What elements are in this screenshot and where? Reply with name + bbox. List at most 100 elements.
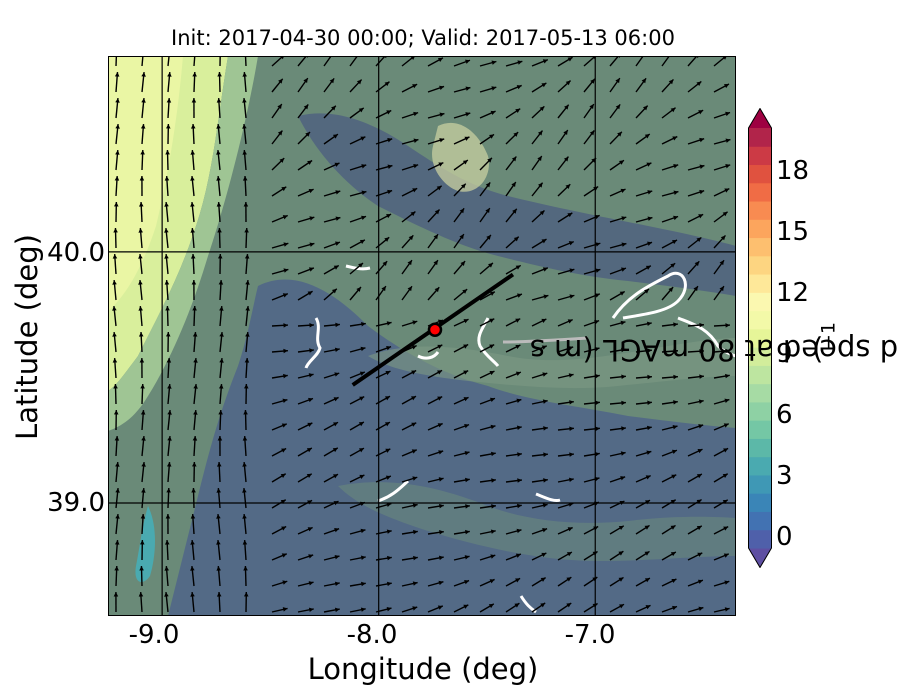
wind-vector-head: [542, 503, 548, 508]
wind-vector-head: [438, 580, 444, 586]
colorbar-cell: [748, 182, 772, 202]
colorbar-tick-label: 9: [776, 339, 793, 369]
wind-vector-head: [245, 332, 250, 337]
wind-vector-head: [595, 451, 600, 457]
wind-vector-head: [141, 462, 146, 467]
wind-vector-head: [620, 451, 626, 456]
wind-vector-head: [244, 254, 250, 259]
wind-vector-head: [138, 254, 143, 259]
wind-vector-head: [647, 216, 653, 221]
wind-vector-head: [167, 384, 172, 389]
colorbar-tick-label: 15: [776, 217, 810, 247]
y-tick-label: 39.0: [47, 488, 105, 518]
wind-vector-head: [216, 150, 221, 155]
wind-vector-head: [309, 242, 315, 247]
wind-vector-head: [164, 228, 169, 233]
wind-vector-head: [516, 293, 522, 298]
wind-vector-head: [670, 263, 676, 268]
wind-vector-head: [242, 176, 248, 181]
wind-vector-head: [463, 397, 469, 402]
wind-vector-head: [595, 268, 601, 273]
wind-vector-head: [515, 553, 521, 558]
wind-vector-head: [515, 265, 521, 270]
wind-vector-head: [567, 527, 573, 532]
wind-vector-head: [541, 239, 547, 244]
wind-vector-head: [193, 384, 198, 389]
wind-vector-head: [386, 606, 392, 612]
wind-vector-head: [329, 78, 335, 84]
wind-vector-head: [216, 592, 222, 597]
wind-vector-head: [112, 358, 118, 363]
wind-vector-head: [594, 346, 600, 352]
wind-vector-head: [216, 514, 221, 519]
wind-vector-head: [646, 425, 652, 431]
wind-vector-head: [621, 374, 626, 380]
wind-vector-head: [386, 214, 392, 219]
wind-vector-head: [358, 448, 364, 453]
gridlines: [108, 56, 736, 616]
wind-vector-head: [165, 150, 170, 155]
wind-vector-head: [305, 131, 311, 137]
wind-vector-head: [464, 423, 470, 429]
colorbar-cell: [748, 219, 772, 239]
wind-vector-head: [437, 605, 443, 610]
wind-vector-head: [485, 208, 490, 214]
wind-vector-head: [670, 499, 676, 504]
wind-vector-head: [724, 373, 730, 379]
wind-vector-head: [722, 211, 728, 217]
wind-vector-head: [516, 503, 522, 509]
wind-vector-head: [618, 160, 624, 165]
colorbar-cell: [748, 128, 772, 147]
wind-vector-head: [166, 98, 172, 103]
wind-vector-head: [303, 104, 309, 110]
wind-vector-head: [434, 209, 440, 215]
wind-vector-head: [563, 130, 568, 136]
wind-vector-head: [595, 242, 601, 247]
wind-vector-head: [334, 581, 340, 587]
wind-vector-head: [720, 235, 726, 241]
wind-vector-head: [112, 332, 117, 337]
wind-vector-head: [641, 78, 647, 84]
wind-vector-head: [282, 398, 288, 404]
wind-vector-head: [696, 525, 702, 531]
wind-vector-head: [697, 449, 703, 454]
wind-vector-head: [166, 124, 171, 129]
wind-vector-head: [386, 581, 392, 587]
colorbar-cell: [748, 401, 772, 421]
wind-vector: [609, 56, 620, 67]
wind-vector-head: [644, 551, 650, 556]
wind-vector-head: [673, 322, 678, 327]
wind-vector-head: [358, 422, 364, 427]
wind-vector-head: [410, 211, 416, 217]
wind-vector-head: [308, 267, 314, 272]
wind-vector-head: [671, 578, 677, 584]
wind-vector-head: [439, 85, 445, 91]
wind-vector-head: [439, 112, 445, 117]
wind-vector-head: [463, 604, 469, 609]
colorbar-outline: [748, 108, 772, 568]
wind-vector-head: [190, 540, 195, 545]
wind-vector-head: [511, 182, 516, 188]
wind-vector-head: [191, 98, 197, 103]
wind-vector-head: [464, 477, 470, 483]
y-tick-label: 40.0: [47, 238, 105, 268]
wind-vector-head: [242, 436, 248, 441]
wind-vector-head: [412, 581, 418, 586]
wind-vector-head: [569, 268, 575, 273]
wind-vector-head: [463, 319, 469, 324]
wind-vector-head: [699, 374, 704, 379]
wind-vector-head: [541, 552, 547, 557]
wind-vector-head: [514, 603, 520, 608]
x-tick-label: -9.0: [128, 620, 180, 650]
wind-vector-head: [283, 268, 289, 273]
wind-vector-head: [112, 306, 117, 311]
wind-vector-head: [516, 425, 522, 431]
wind-vector-head: [115, 514, 120, 519]
wind-vector-head: [244, 358, 250, 363]
wind-vector-head: [645, 265, 651, 270]
wind-vector-head: [723, 448, 729, 453]
wind-vector-head: [490, 424, 496, 430]
wind-vector-head: [242, 540, 248, 545]
wind-vector-head: [515, 344, 521, 350]
wind-vector-head: [461, 183, 466, 189]
